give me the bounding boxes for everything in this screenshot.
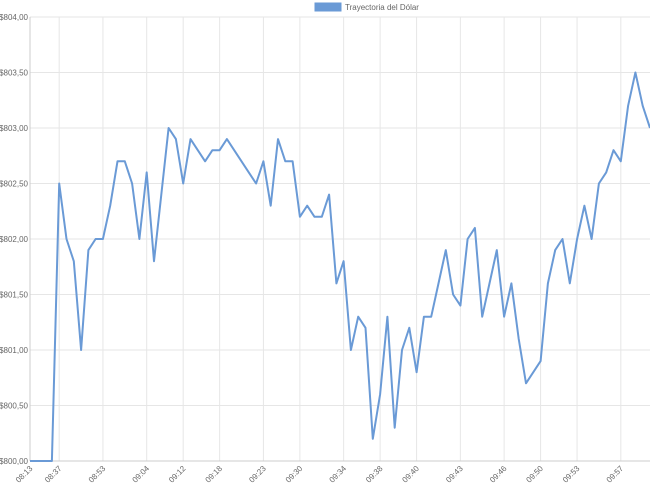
x-tick-label: 09:43 [444,464,465,485]
x-tick-label: 09:38 [364,464,385,485]
y-tick-label: $800,00 [0,457,29,466]
y-tick-label: $802,50 [0,180,29,189]
x-tick-label: 09:12 [167,464,188,485]
x-tick-label: 09:40 [400,464,421,485]
y-tick-label: $801,00 [0,346,29,355]
x-tick-label: 08:37 [43,464,64,485]
y-tick-label: $800,50 [0,402,29,411]
x-tick-label: 09:18 [204,464,225,485]
legend-label: Trayectoria del Dólar [345,3,419,12]
y-tick-label: $802,00 [0,235,29,244]
x-tick-label: 09:50 [524,464,545,485]
x-tick-label: 09:53 [561,464,582,485]
y-tick-label: $803,00 [0,124,29,133]
legend-swatch [314,2,342,12]
x-tick-label: 09:34 [328,464,349,485]
y-tick-label: $804,00 [0,13,29,22]
x-tick-label: 08:13 [14,464,35,485]
y-tick-label: $801,50 [0,291,29,300]
x-tick-label: 09:57 [605,464,626,485]
line [30,71,650,462]
x-tick-label: 09:46 [488,464,509,485]
x-tick-label: 09:23 [247,464,268,485]
x-tick-label: 09:30 [284,464,305,485]
y-tick-label: $803,50 [0,69,29,78]
x-tick-label: 08:53 [87,464,108,485]
x-tick-label: 09:04 [131,464,152,485]
